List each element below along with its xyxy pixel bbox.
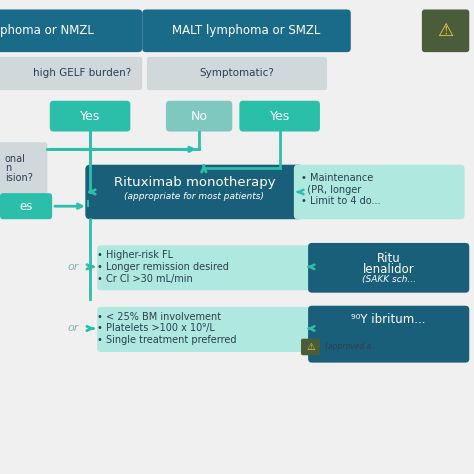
Text: ⚠: ⚠: [438, 22, 454, 40]
FancyBboxPatch shape: [0, 57, 142, 90]
FancyBboxPatch shape: [239, 101, 320, 131]
FancyBboxPatch shape: [147, 57, 327, 90]
Text: (SAKK sch...: (SAKK sch...: [362, 275, 416, 284]
FancyBboxPatch shape: [308, 306, 469, 363]
Text: MALT lymphoma or SMZL: MALT lymphoma or SMZL: [172, 24, 321, 37]
Text: Rituximab monotherapy: Rituximab monotherapy: [114, 176, 275, 189]
Text: phoma or NMZL: phoma or NMZL: [0, 24, 94, 37]
FancyBboxPatch shape: [166, 101, 232, 131]
FancyBboxPatch shape: [422, 9, 469, 52]
Text: es: es: [19, 200, 33, 213]
Text: ⚠: ⚠: [306, 342, 315, 352]
Text: • < 25% BM involvement: • < 25% BM involvement: [97, 311, 221, 322]
FancyBboxPatch shape: [301, 338, 320, 356]
FancyBboxPatch shape: [85, 165, 303, 219]
Text: • Higher-risk FL: • Higher-risk FL: [97, 250, 173, 260]
Text: Ritu: Ritu: [377, 252, 401, 265]
Text: ision?: ision?: [5, 173, 33, 183]
FancyBboxPatch shape: [0, 142, 47, 209]
Text: high GELF burden?: high GELF burden?: [33, 68, 131, 79]
FancyBboxPatch shape: [308, 243, 469, 292]
Text: onal: onal: [5, 154, 26, 164]
Text: No: No: [191, 109, 208, 123]
FancyBboxPatch shape: [97, 307, 315, 352]
Text: Yes: Yes: [80, 109, 100, 123]
FancyBboxPatch shape: [97, 246, 315, 290]
Text: ⁹⁰Y ibritum...: ⁹⁰Y ibritum...: [351, 313, 426, 327]
Text: Symptomatic?: Symptomatic?: [200, 68, 274, 79]
FancyBboxPatch shape: [0, 193, 52, 219]
Text: n: n: [5, 163, 11, 173]
Text: • Longer remission desired: • Longer remission desired: [97, 262, 229, 272]
Text: (appropriate for most patients): (appropriate for most patients): [124, 192, 264, 201]
Text: • Platelets >100 x 10⁹/L: • Platelets >100 x 10⁹/L: [97, 323, 215, 334]
Text: or: or: [68, 262, 79, 272]
Text: or: or: [68, 323, 79, 334]
Text: • Limit to 4 do...: • Limit to 4 do...: [301, 196, 381, 207]
Text: • Cr Cl >30 mL/min: • Cr Cl >30 mL/min: [97, 273, 193, 284]
FancyBboxPatch shape: [142, 9, 351, 52]
FancyBboxPatch shape: [294, 165, 465, 219]
Text: Yes: Yes: [270, 109, 290, 123]
FancyBboxPatch shape: [50, 101, 130, 131]
Text: (approved a...: (approved a...: [325, 343, 378, 351]
FancyBboxPatch shape: [0, 9, 142, 52]
Text: (PR, longer: (PR, longer: [301, 184, 361, 195]
Text: lenalidor: lenalidor: [363, 263, 415, 276]
Text: • Single treatment preferred: • Single treatment preferred: [97, 335, 237, 346]
Text: • Maintenance: • Maintenance: [301, 173, 373, 183]
